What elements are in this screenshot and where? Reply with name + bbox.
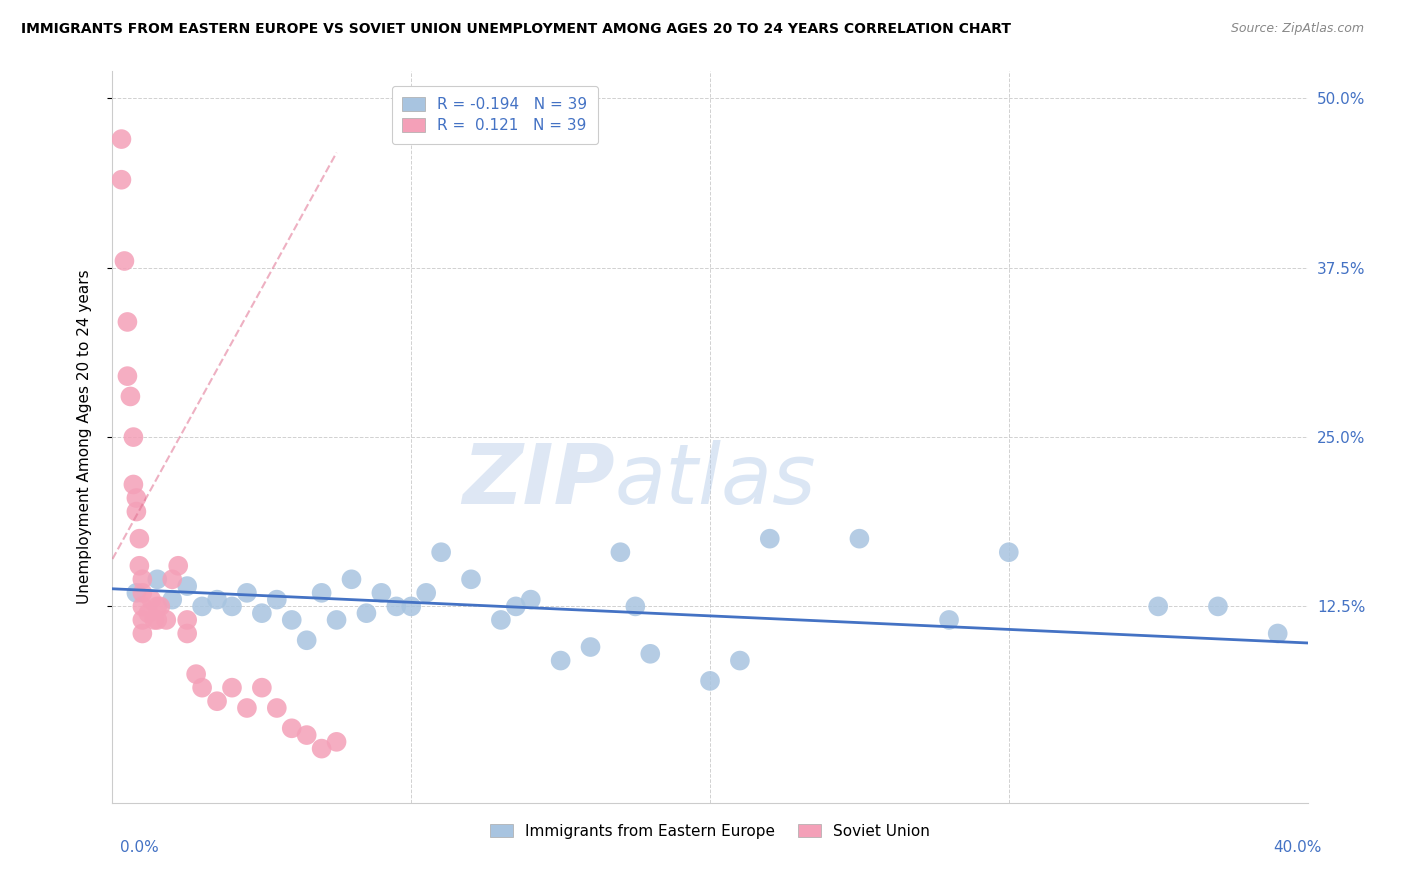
Point bbox=[250, 681, 273, 695]
Point bbox=[162, 592, 183, 607]
Point bbox=[489, 613, 512, 627]
Point bbox=[385, 599, 408, 614]
Text: atlas: atlas bbox=[614, 441, 815, 522]
Point bbox=[176, 579, 198, 593]
Point bbox=[624, 599, 647, 614]
Point bbox=[122, 430, 145, 444]
Point bbox=[138, 606, 160, 620]
Point bbox=[186, 667, 208, 681]
Point bbox=[281, 613, 304, 627]
Point bbox=[250, 606, 273, 620]
Point bbox=[167, 558, 190, 573]
Point bbox=[221, 599, 243, 614]
Point bbox=[609, 545, 631, 559]
Point bbox=[128, 532, 150, 546]
Point bbox=[370, 586, 392, 600]
Point bbox=[295, 633, 318, 648]
Point bbox=[415, 586, 437, 600]
Point bbox=[579, 640, 602, 654]
Point bbox=[176, 613, 198, 627]
Point bbox=[699, 673, 721, 688]
Point bbox=[430, 545, 453, 559]
Point bbox=[266, 592, 288, 607]
Point bbox=[311, 586, 333, 600]
Point bbox=[120, 389, 142, 403]
Text: 40.0%: 40.0% bbox=[1274, 840, 1322, 855]
Text: Source: ZipAtlas.com: Source: ZipAtlas.com bbox=[1230, 22, 1364, 36]
Point bbox=[110, 132, 132, 146]
Point bbox=[520, 592, 543, 607]
Text: ZIP: ZIP bbox=[461, 441, 614, 522]
Point bbox=[146, 599, 169, 614]
Point bbox=[311, 741, 333, 756]
Point bbox=[205, 592, 228, 607]
Point bbox=[759, 532, 782, 546]
Point bbox=[1206, 599, 1229, 614]
Point bbox=[131, 613, 153, 627]
Point bbox=[236, 701, 259, 715]
Point bbox=[1267, 626, 1289, 640]
Point bbox=[143, 613, 166, 627]
Point bbox=[266, 701, 288, 715]
Point bbox=[131, 626, 153, 640]
Point bbox=[131, 572, 153, 586]
Point bbox=[125, 505, 148, 519]
Point bbox=[640, 647, 662, 661]
Point bbox=[176, 626, 198, 640]
Point bbox=[162, 572, 183, 586]
Point bbox=[325, 613, 347, 627]
Point bbox=[550, 654, 572, 668]
Point bbox=[117, 315, 139, 329]
Point bbox=[114, 254, 135, 268]
Point bbox=[728, 654, 751, 668]
Point bbox=[191, 681, 214, 695]
Point bbox=[131, 599, 153, 614]
Point bbox=[356, 606, 378, 620]
Text: IMMIGRANTS FROM EASTERN EUROPE VS SOVIET UNION UNEMPLOYMENT AMONG AGES 20 TO 24 : IMMIGRANTS FROM EASTERN EUROPE VS SOVIET… bbox=[21, 22, 1011, 37]
Point bbox=[125, 586, 148, 600]
Point bbox=[340, 572, 363, 586]
Point bbox=[848, 532, 870, 546]
Point bbox=[295, 728, 318, 742]
Point bbox=[1147, 599, 1170, 614]
Point bbox=[325, 735, 347, 749]
Y-axis label: Unemployment Among Ages 20 to 24 years: Unemployment Among Ages 20 to 24 years bbox=[77, 269, 91, 605]
Point bbox=[191, 599, 214, 614]
Point bbox=[938, 613, 960, 627]
Legend: Immigrants from Eastern Europe, Soviet Union: Immigrants from Eastern Europe, Soviet U… bbox=[482, 816, 938, 847]
Point bbox=[281, 721, 304, 735]
Point bbox=[401, 599, 423, 614]
Point bbox=[146, 572, 169, 586]
Point bbox=[236, 586, 259, 600]
Point bbox=[221, 681, 243, 695]
Point bbox=[141, 592, 163, 607]
Point bbox=[125, 491, 148, 505]
Point bbox=[149, 599, 172, 614]
Point bbox=[155, 613, 177, 627]
Point bbox=[131, 586, 153, 600]
Point bbox=[122, 477, 145, 491]
Point bbox=[998, 545, 1021, 559]
Point bbox=[128, 558, 150, 573]
Point bbox=[117, 369, 139, 384]
Point bbox=[146, 613, 169, 627]
Point bbox=[110, 172, 132, 186]
Point bbox=[205, 694, 228, 708]
Point bbox=[505, 599, 527, 614]
Text: 0.0%: 0.0% bbox=[120, 840, 159, 855]
Point bbox=[460, 572, 482, 586]
